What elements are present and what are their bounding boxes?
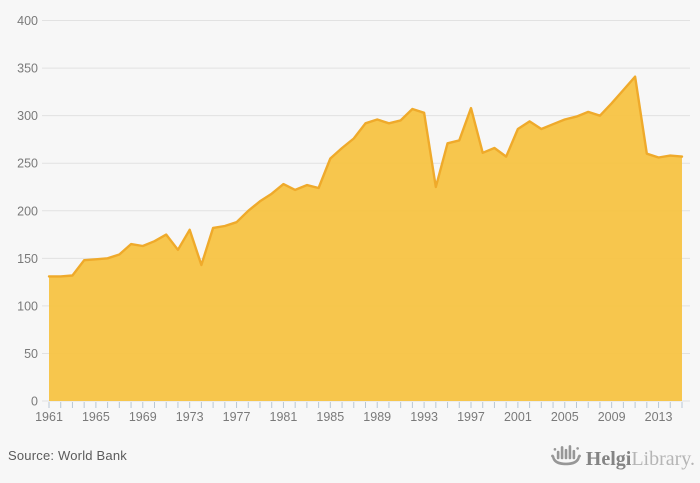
area-chart: 0 50 100 150 200 250 300 350 400 1961 1965 1969 1973… — [0, 0, 700, 432]
svg-text:2005: 2005 — [551, 410, 579, 424]
svg-text:100: 100 — [17, 299, 38, 313]
svg-text:1973: 1973 — [176, 410, 204, 424]
svg-text:1993: 1993 — [410, 410, 438, 424]
svg-text:0: 0 — [31, 395, 38, 409]
logo-text-library: Library. — [631, 448, 695, 470]
svg-text:300: 300 — [17, 109, 38, 123]
source-note: Source: World Bank — [8, 448, 127, 463]
svg-text:1989: 1989 — [363, 410, 391, 424]
svg-text:1965: 1965 — [82, 410, 110, 424]
svg-text:400: 400 — [17, 14, 38, 28]
helgi-library-logo[interactable]: Helgi Library. — [550, 441, 695, 470]
chart-canvas[interactable]: 0 50 100 150 200 250 300 350 400 1961 1965 1969 1973… — [0, 0, 700, 432]
svg-text:1969: 1969 — [129, 410, 157, 424]
svg-text:1981: 1981 — [270, 410, 298, 424]
svg-text:2013: 2013 — [645, 410, 673, 424]
svg-text:2009: 2009 — [598, 410, 626, 424]
svg-text:1985: 1985 — [316, 410, 344, 424]
svg-text:1997: 1997 — [457, 410, 485, 424]
svg-text:2001: 2001 — [504, 410, 532, 424]
area-series-fill[interactable] — [49, 76, 682, 401]
svg-text:250: 250 — [17, 157, 38, 171]
y-axis-labels: 0 50 100 150 200 250 300 350 400 — [17, 14, 38, 408]
svg-text:1961: 1961 — [35, 410, 63, 424]
helgi-ship-icon — [550, 445, 581, 466]
x-axis-labels: 1961 1965 1969 1973 1977 1981 1985 1989 1993 1997… — [35, 410, 672, 424]
svg-text:200: 200 — [17, 204, 38, 218]
svg-text:1977: 1977 — [223, 410, 251, 424]
logo-text-helgi: Helgi — [585, 448, 632, 470]
svg-text:150: 150 — [17, 252, 38, 266]
area-series-line — [47, 75, 684, 278]
svg-text:50: 50 — [24, 347, 38, 361]
x-axis-ticks — [48, 402, 683, 408]
svg-text:350: 350 — [17, 62, 38, 76]
